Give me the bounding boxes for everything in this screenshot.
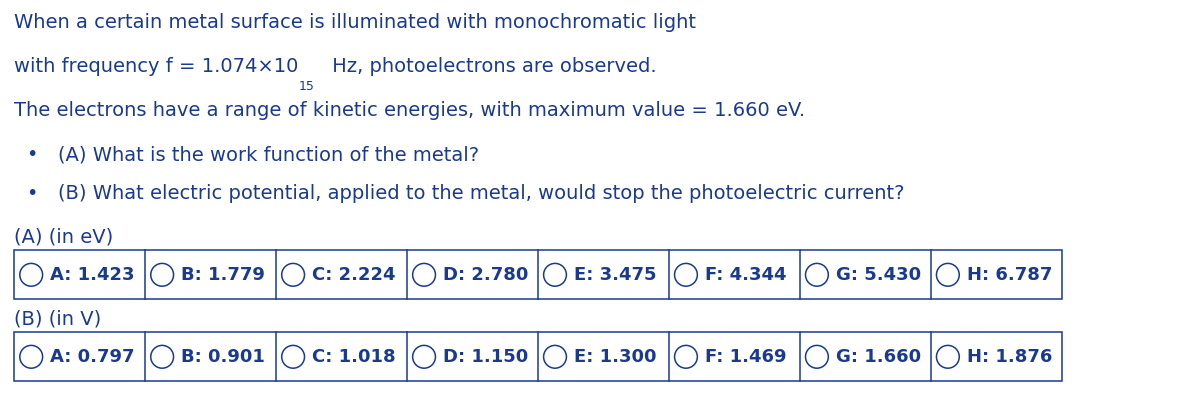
Ellipse shape: [936, 263, 959, 286]
Text: (A) (in eV): (A) (in eV): [14, 228, 114, 247]
Text: F: 1.469: F: 1.469: [706, 348, 787, 366]
Text: D: 2.780: D: 2.780: [443, 266, 529, 284]
Ellipse shape: [674, 345, 697, 368]
Text: •: •: [26, 184, 37, 203]
Ellipse shape: [674, 263, 697, 286]
Text: •: •: [26, 145, 37, 164]
Text: A: 1.423: A: 1.423: [50, 266, 134, 284]
Ellipse shape: [20, 263, 43, 286]
Ellipse shape: [805, 345, 828, 368]
Bar: [14, 332, 1062, 381]
Ellipse shape: [151, 263, 174, 286]
Bar: [14, 250, 1062, 299]
Ellipse shape: [544, 263, 566, 286]
Ellipse shape: [20, 345, 43, 368]
Ellipse shape: [544, 345, 566, 368]
Text: (B) What electric potential, applied to the metal, would stop the photoelectric : (B) What electric potential, applied to …: [58, 184, 904, 203]
Text: E: 1.300: E: 1.300: [575, 348, 656, 366]
Text: G: 1.660: G: 1.660: [836, 348, 922, 366]
Ellipse shape: [413, 345, 436, 368]
Ellipse shape: [282, 345, 305, 368]
Text: C: 2.224: C: 2.224: [312, 266, 396, 284]
Text: H: 6.787: H: 6.787: [967, 266, 1052, 284]
Ellipse shape: [936, 345, 959, 368]
Text: The electrons have a range of kinetic energies, with maximum value = 1.660 eV.: The electrons have a range of kinetic en…: [14, 101, 805, 119]
Text: D: 1.150: D: 1.150: [443, 348, 528, 366]
Text: C: 1.018: C: 1.018: [312, 348, 396, 366]
Text: When a certain metal surface is illuminated with monochromatic light: When a certain metal surface is illumina…: [14, 13, 696, 32]
Text: G: 5.430: G: 5.430: [836, 266, 922, 284]
Ellipse shape: [282, 263, 305, 286]
Ellipse shape: [413, 263, 436, 286]
Text: with frequency f = 1.074×10: with frequency f = 1.074×10: [14, 57, 299, 76]
Text: 15: 15: [299, 80, 314, 93]
Text: E: 3.475: E: 3.475: [575, 266, 656, 284]
Ellipse shape: [805, 263, 828, 286]
Text: H: 1.876: H: 1.876: [967, 348, 1052, 366]
Text: with frequency f = 1.074×10: with frequency f = 1.074×10: [14, 57, 299, 76]
Text: B: 0.901: B: 0.901: [181, 348, 265, 366]
Ellipse shape: [151, 345, 174, 368]
Text: Hz, photoelectrons are observed.: Hz, photoelectrons are observed.: [326, 57, 658, 76]
Text: B: 1.779: B: 1.779: [181, 266, 265, 284]
Text: A: 0.797: A: 0.797: [50, 348, 134, 366]
Text: F: 4.344: F: 4.344: [706, 266, 787, 284]
Text: (A) What is the work function of the metal?: (A) What is the work function of the met…: [58, 145, 479, 164]
Text: (B) (in V): (B) (in V): [14, 310, 102, 329]
